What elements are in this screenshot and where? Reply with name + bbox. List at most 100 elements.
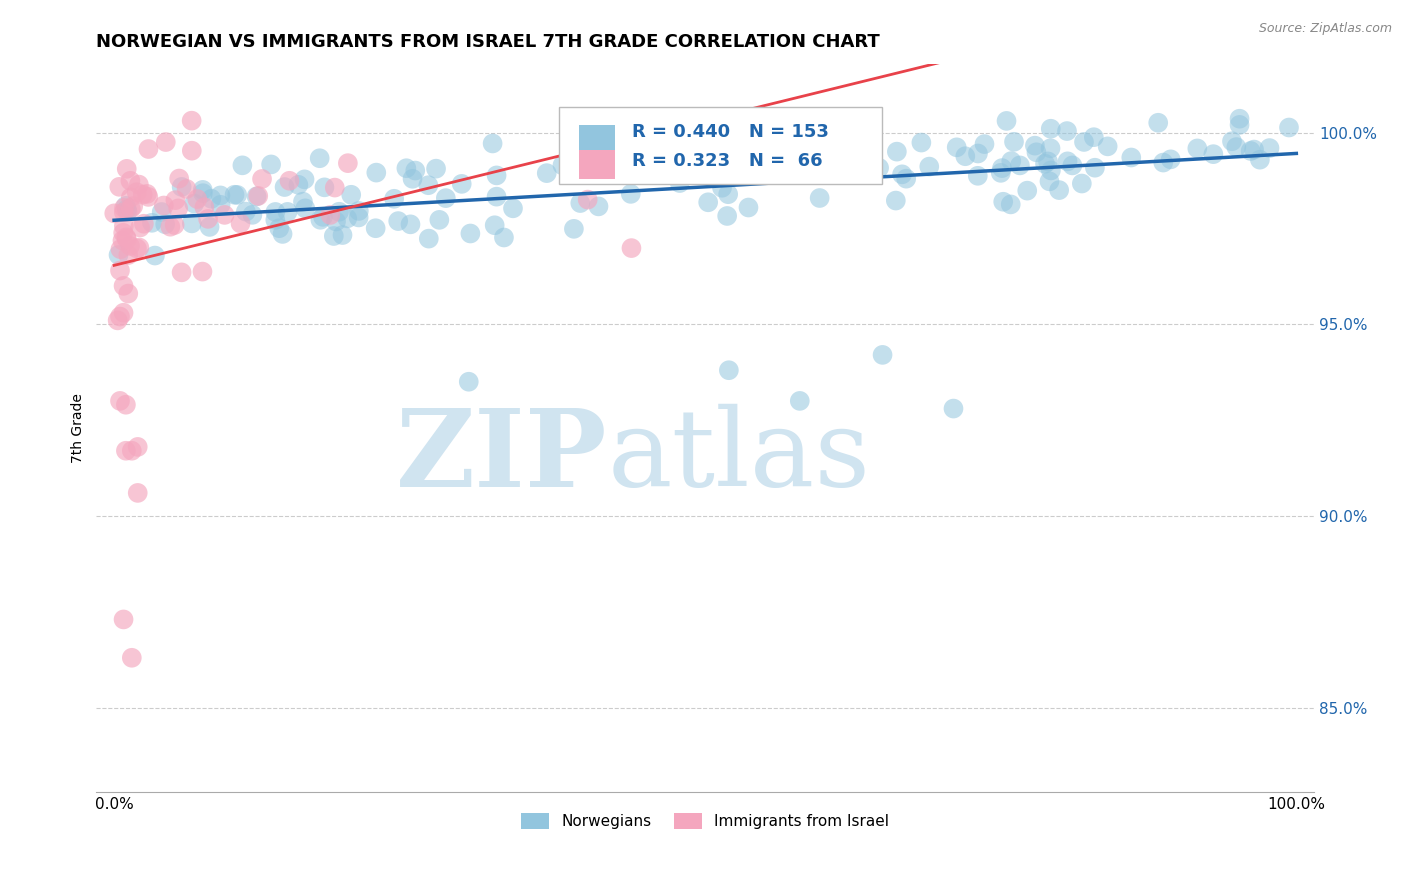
Norwegians [180, 216, 202, 230]
Immigrants from Israel [115, 398, 138, 412]
Norwegians [418, 178, 440, 193]
Norwegians [291, 194, 314, 209]
Norwegians [460, 227, 482, 241]
Norwegians [115, 202, 138, 217]
Immigrants from Israel [250, 172, 273, 186]
Norwegians [1278, 120, 1301, 135]
Norwegians [1202, 147, 1225, 161]
Norwegians [485, 169, 508, 183]
Norwegians [332, 227, 354, 242]
Norwegians [200, 192, 222, 206]
Norwegians [150, 205, 173, 219]
Norwegians [153, 217, 176, 231]
Immigrants from Israel [186, 192, 208, 206]
Norwegians [588, 199, 610, 213]
Norwegians [309, 212, 332, 227]
Norwegians [427, 212, 450, 227]
Norwegians [966, 169, 988, 183]
Immigrants from Israel [132, 187, 155, 202]
Immigrants from Israel [170, 265, 193, 279]
Immigrants from Israel [336, 156, 359, 170]
Norwegians [425, 161, 447, 176]
Norwegians [636, 141, 658, 155]
Immigrants from Israel [127, 440, 149, 454]
Immigrants from Israel [120, 174, 142, 188]
Norwegians [1243, 143, 1265, 157]
Norwegians [716, 209, 738, 223]
Norwegians [347, 211, 370, 225]
Norwegians [107, 248, 129, 262]
Norwegians [502, 202, 524, 216]
Immigrants from Israel [576, 193, 599, 207]
Norwegians [209, 198, 232, 212]
Norwegians [993, 194, 1015, 209]
Norwegians [675, 151, 697, 165]
Immigrants from Israel [115, 230, 138, 244]
Norwegians [789, 163, 811, 178]
Norwegians [1025, 145, 1047, 160]
Immigrants from Israel [159, 219, 181, 234]
Norwegians [401, 171, 423, 186]
Immigrants from Israel [112, 278, 135, 293]
Norwegians [418, 232, 440, 246]
Norwegians [382, 192, 405, 206]
Norwegians [562, 222, 585, 236]
Immigrants from Israel [121, 650, 143, 665]
Immigrants from Israel [180, 113, 202, 128]
Norwegians [117, 204, 139, 219]
Immigrants from Israel [323, 180, 346, 194]
Norwegians [1152, 155, 1174, 169]
Immigrants from Israel [163, 218, 186, 232]
Text: atlas: atlas [607, 404, 870, 509]
Norwegians [246, 189, 269, 203]
Norwegians [1187, 141, 1209, 155]
Norwegians [690, 165, 713, 179]
Norwegians [995, 114, 1018, 128]
Norwegians [697, 195, 720, 210]
Norwegians [224, 187, 246, 202]
Text: Source: ZipAtlas.com: Source: ZipAtlas.com [1258, 22, 1392, 36]
Immigrants from Israel [112, 226, 135, 240]
Immigrants from Israel [117, 248, 139, 262]
Norwegians [294, 172, 316, 186]
Norwegians [776, 165, 799, 179]
FancyBboxPatch shape [560, 107, 882, 184]
Immigrants from Israel [167, 171, 190, 186]
Immigrants from Israel [110, 242, 132, 256]
Immigrants from Israel [108, 263, 131, 277]
Norwegians [1000, 197, 1022, 211]
Norwegians [273, 180, 295, 194]
FancyBboxPatch shape [579, 126, 614, 154]
Norwegians [896, 171, 918, 186]
Norwegians [1258, 141, 1281, 155]
Immigrants from Israel [107, 313, 129, 327]
Immigrants from Israel [112, 612, 135, 626]
Immigrants from Israel [108, 310, 131, 324]
Norwegians [973, 137, 995, 152]
Norwegians [872, 348, 894, 362]
Immigrants from Israel [112, 219, 135, 233]
Immigrants from Israel [120, 190, 142, 204]
Norwegians [404, 163, 426, 178]
Norwegians [260, 157, 283, 171]
Immigrants from Israel [112, 201, 135, 215]
Norwegians [1160, 153, 1182, 167]
Norwegians [551, 158, 574, 172]
Norwegians [1024, 138, 1046, 153]
Immigrants from Israel [247, 189, 270, 203]
Immigrants from Israel [108, 179, 131, 194]
Norwegians [450, 177, 472, 191]
Norwegians [884, 194, 907, 208]
Norwegians [1073, 135, 1095, 149]
Immigrants from Israel [129, 220, 152, 235]
Text: R = 0.323   N =  66: R = 0.323 N = 66 [633, 153, 823, 170]
Norwegians [668, 176, 690, 190]
Norwegians [264, 205, 287, 219]
Norwegians [143, 248, 166, 262]
Immigrants from Israel [108, 393, 131, 408]
Immigrants from Israel [117, 286, 139, 301]
Norwegians [536, 166, 558, 180]
Norwegians [308, 151, 330, 165]
Norwegians [1039, 121, 1062, 136]
Immigrants from Israel [153, 198, 176, 212]
